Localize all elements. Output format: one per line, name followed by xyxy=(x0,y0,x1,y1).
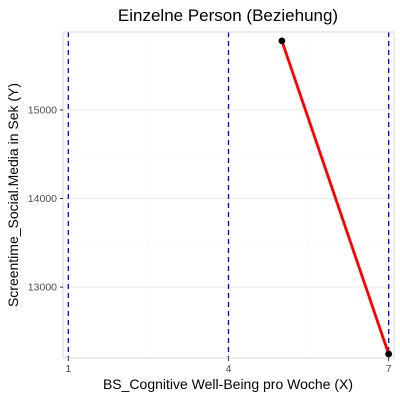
reference-lines xyxy=(67,32,390,358)
chart-title: Einzelne Person (Beziehung) xyxy=(118,6,338,25)
data-point xyxy=(385,350,393,358)
x-tick-label: 4 xyxy=(226,363,232,375)
x-tick-label: 7 xyxy=(386,363,392,375)
y-axis-title: Screentime_Social.Media in Sek (Y) xyxy=(5,83,21,307)
data-point xyxy=(278,37,286,45)
y-axis-ticks: 13000 14000 15000 xyxy=(28,104,63,294)
x-axis-ticks: 1 4 7 xyxy=(65,358,392,375)
x-axis-title: BS_Cognitive Well-Being pro Woche (X) xyxy=(103,376,353,392)
y-tick-label: 15000 xyxy=(28,104,57,116)
data-series xyxy=(278,37,393,358)
series-line xyxy=(280,39,391,356)
x-tick-label: 1 xyxy=(65,363,71,375)
y-tick-label: 13000 xyxy=(28,282,57,294)
y-tick-label: 14000 xyxy=(28,193,57,205)
